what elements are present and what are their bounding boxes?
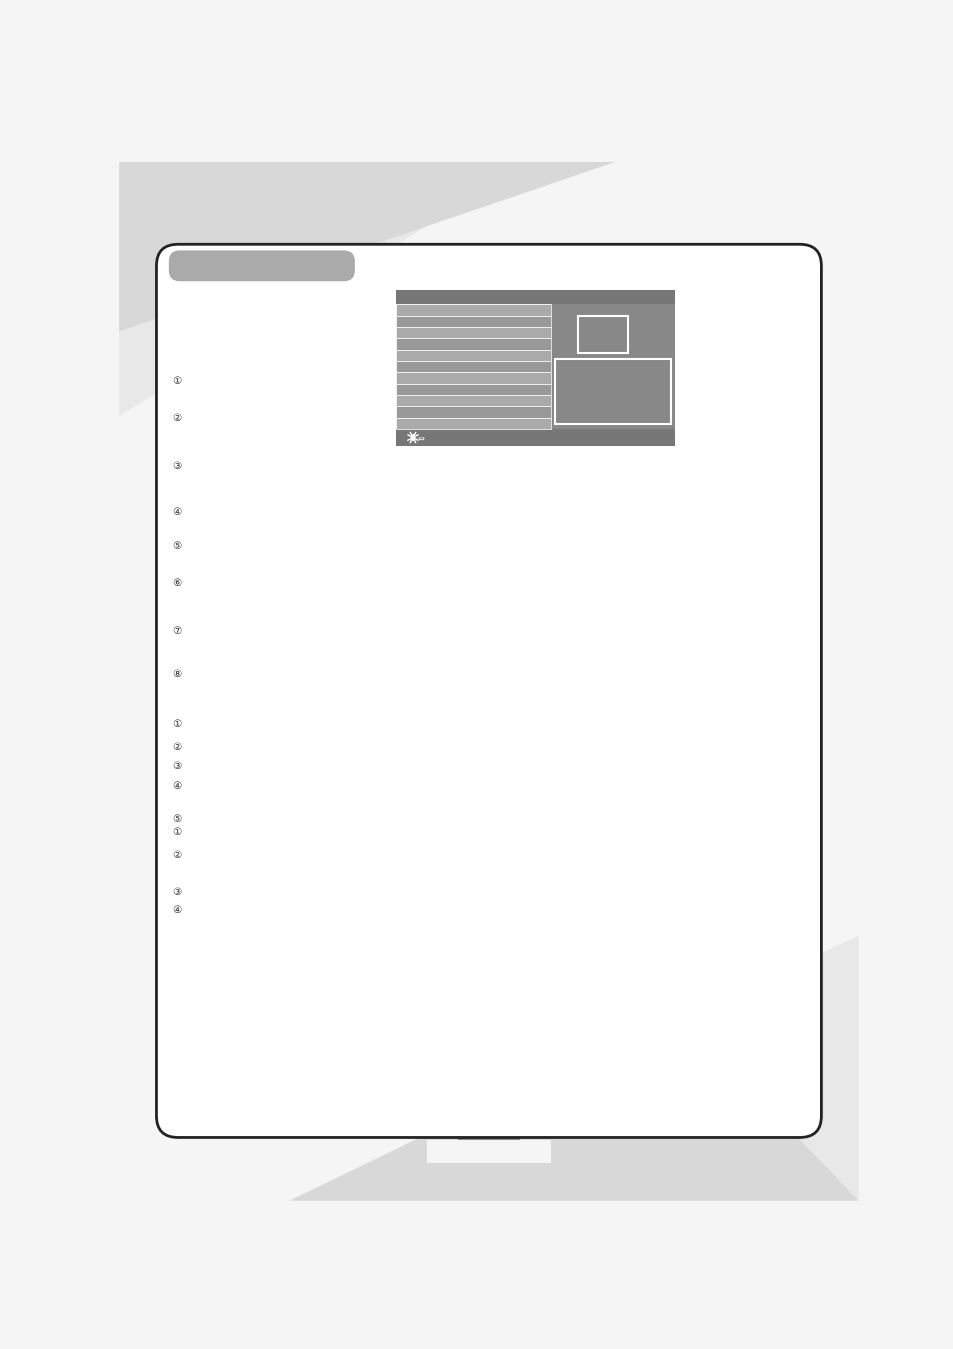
Text: ③: ③ (172, 461, 182, 471)
Text: ⑧: ⑧ (172, 669, 182, 679)
Polygon shape (290, 1013, 858, 1201)
Bar (550, 305, 674, 429)
Bar (395, 326, 550, 339)
Bar (395, 349, 550, 362)
Text: ④: ④ (172, 781, 182, 791)
Text: ①: ① (172, 376, 182, 386)
Bar (395, 290, 674, 305)
Ellipse shape (457, 1117, 519, 1163)
Text: ⑤: ⑤ (172, 815, 182, 824)
Bar (395, 372, 550, 383)
Bar (395, 383, 550, 395)
Polygon shape (119, 162, 530, 415)
Bar (555, 359, 670, 425)
Text: ④: ④ (172, 905, 182, 916)
Bar (395, 406, 550, 418)
FancyBboxPatch shape (156, 244, 821, 1137)
Text: ②: ② (172, 413, 182, 424)
Text: ⑤: ⑤ (172, 541, 182, 552)
Bar (395, 362, 550, 372)
Text: ③: ③ (172, 761, 182, 772)
Bar (395, 316, 550, 326)
Text: ②: ② (172, 850, 182, 859)
Bar (395, 418, 550, 429)
FancyBboxPatch shape (169, 251, 355, 281)
Bar (578, 316, 628, 353)
Text: ⑦: ⑦ (172, 626, 182, 635)
Bar (427, 1140, 550, 1163)
Text: ②: ② (172, 742, 182, 753)
Text: ③: ③ (172, 886, 182, 897)
Text: ↕: ↕ (409, 433, 416, 442)
Polygon shape (290, 936, 858, 1201)
Bar (395, 305, 550, 316)
Bar (395, 429, 674, 447)
Bar (395, 339, 550, 349)
Text: ①: ① (172, 827, 182, 836)
Text: ⇔: ⇔ (416, 433, 424, 442)
Bar (395, 395, 550, 406)
Polygon shape (119, 162, 615, 332)
Text: ④: ④ (172, 507, 182, 517)
Text: ⑥: ⑥ (172, 579, 182, 588)
Text: ①: ① (172, 719, 182, 728)
